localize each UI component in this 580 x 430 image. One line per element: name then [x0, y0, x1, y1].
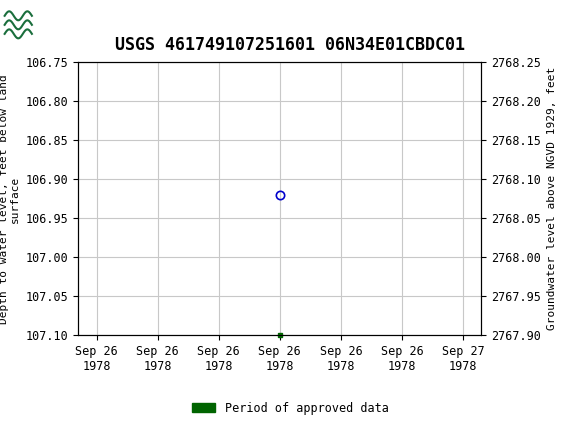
- Y-axis label: Groundwater level above NGVD 1929, feet: Groundwater level above NGVD 1929, feet: [546, 67, 557, 331]
- Y-axis label: Depth to water level, feet below land
surface: Depth to water level, feet below land su…: [0, 74, 20, 324]
- Text: USGS: USGS: [49, 11, 122, 34]
- Text: USGS 461749107251601 06N34E01CBDC01: USGS 461749107251601 06N34E01CBDC01: [115, 36, 465, 54]
- Legend: Period of approved data: Period of approved data: [187, 397, 393, 420]
- Bar: [3, 3, 46, 42]
